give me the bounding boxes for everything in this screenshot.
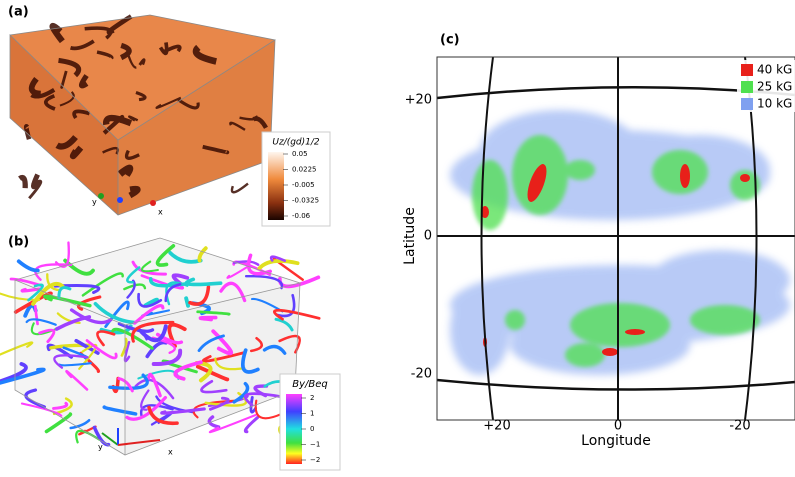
colorbar (286, 394, 302, 464)
legend-swatch (741, 98, 753, 110)
colorbar-title: Uz/(gd)1/2 (272, 138, 320, 148)
x-label: Longitude (581, 433, 651, 449)
colorbar-tick-label: −1 (310, 441, 320, 449)
legend-label: 25 kG (757, 80, 792, 94)
axis-dot (150, 200, 156, 206)
figure: (a) y x Uz/(gd)1/2 0.05 0.0225 -0.005 -0.03… (0, 0, 795, 477)
field-line (200, 318, 215, 320)
axis-letter: y (92, 198, 97, 207)
colorbar-tick-label: -0.06 (292, 212, 311, 220)
y-tick-label: -20 (411, 367, 432, 382)
colorbar-tick-label: 0.0225 (292, 166, 317, 174)
axis-letter: x (168, 448, 173, 457)
pattern-stroke (232, 184, 248, 193)
panel-label: (b) (8, 235, 29, 250)
panel-c: (c) (402, 33, 795, 450)
panel-label: (c) (440, 33, 460, 48)
axis-letter: y (98, 443, 103, 452)
x-tick-label: 0 (614, 419, 622, 434)
x-tick-label: -20 (729, 419, 750, 434)
panel-a: (a) y x Uz/(gd)1/2 0.05 0.0225 -0.005 -0.03… (8, 5, 330, 227)
legend-swatch (741, 81, 753, 93)
axis-dot (117, 197, 123, 203)
y-tick-label: +20 (405, 93, 432, 108)
legend-label: 10 kG (757, 97, 792, 111)
colorbar-tick-label: −2 (310, 456, 320, 464)
colorbar-title: By/Beq (292, 379, 328, 390)
colorbar-tick-label: 1 (310, 410, 314, 418)
field-line (259, 261, 297, 269)
y-tick-label: 0 (424, 229, 432, 244)
panel-label: (a) (8, 5, 29, 20)
field-line (19, 261, 38, 270)
legend-label: 40 kG (757, 63, 792, 77)
colorbar-tick-label: 0.05 (292, 150, 308, 158)
pattern-stroke (20, 178, 26, 189)
colorbar-tick-label: -0.005 (292, 181, 315, 189)
colorbar-tick-label: -0.0325 (292, 197, 319, 205)
legend-swatch (741, 64, 753, 76)
panel-b: (b) y x By/Beq 2 1 0 −1 −2 (0, 235, 340, 471)
field-line (245, 418, 257, 432)
field-line (22, 289, 39, 291)
pattern-stroke (120, 168, 130, 175)
pattern-stroke (130, 189, 138, 196)
colorbar-tick-label: 2 (310, 394, 314, 402)
colorbar-tick-label: 0 (310, 425, 314, 433)
axis-letter: x (158, 208, 163, 217)
y-label: Latitude (402, 207, 418, 265)
field-line (56, 243, 69, 267)
x-tick-label: +20 (483, 419, 510, 434)
axis-dot (98, 193, 104, 199)
field-line (46, 414, 70, 431)
colorbar (268, 152, 284, 220)
field-line (186, 298, 188, 306)
